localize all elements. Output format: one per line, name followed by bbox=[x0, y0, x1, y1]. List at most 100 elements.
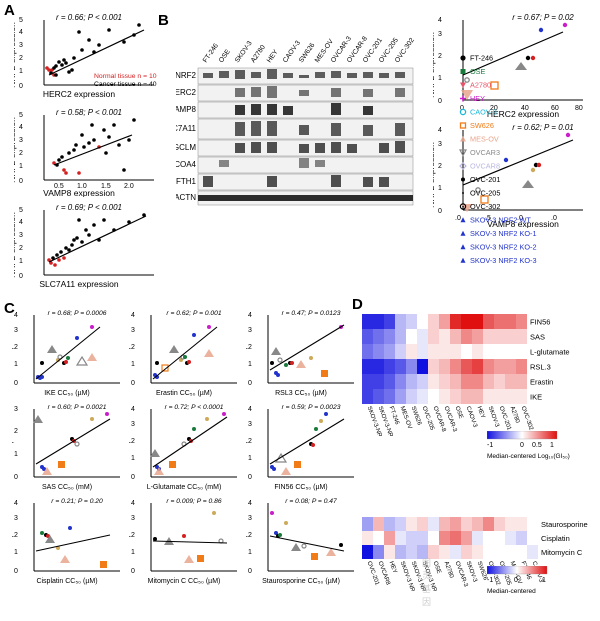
heatmap-cell[interactable] bbox=[373, 517, 384, 531]
heatmap-cell[interactable] bbox=[494, 329, 505, 344]
heatmap-cell[interactable] bbox=[483, 389, 494, 404]
heatmap-top-cells[interactable] bbox=[362, 314, 527, 404]
heatmap-cell[interactable] bbox=[516, 314, 527, 329]
heatmap-top[interactable]: FIN56 SAS L-glutamate RSL.3 Erastin IKE SKOV-… bbox=[352, 306, 600, 436]
legend-item-ovc-205[interactable]: OVC-205 bbox=[462, 189, 500, 198]
heatmap-cell[interactable] bbox=[395, 329, 406, 344]
heatmap-cell[interactable] bbox=[384, 545, 395, 559]
heatmap-cell[interactable] bbox=[417, 389, 428, 404]
heatmap-cell[interactable] bbox=[461, 389, 472, 404]
heatmap-cell[interactable] bbox=[439, 359, 450, 374]
legend-item-mes-ov[interactable]: MES-OV bbox=[460, 135, 499, 144]
heatmap-cell[interactable] bbox=[362, 344, 373, 359]
heatmap-cell[interactable] bbox=[384, 531, 395, 545]
legend-item-skov-3-nrf2-wt[interactable]: SKOV-3 NRF2 WT bbox=[461, 216, 532, 225]
heatmap-cell[interactable] bbox=[472, 359, 483, 374]
heatmap-cell[interactable] bbox=[483, 531, 494, 545]
heatmap-cell[interactable] bbox=[362, 374, 373, 389]
heatmap-cell[interactable] bbox=[472, 389, 483, 404]
heatmap-cell[interactable] bbox=[406, 545, 417, 559]
heatmap-cell[interactable] bbox=[505, 517, 516, 531]
heatmap-cell[interactable] bbox=[450, 359, 461, 374]
scatter-c9[interactable]: r = 0.08; P = 0.47 NRF2 expression 0 1 2… bbox=[246, 493, 361, 585]
heatmap-cell[interactable] bbox=[494, 389, 505, 404]
heatmap-cell[interactable] bbox=[516, 531, 527, 545]
heatmap-cell[interactable] bbox=[472, 329, 483, 344]
heatmap-cell[interactable] bbox=[483, 359, 494, 374]
heatmap-cell[interactable] bbox=[395, 374, 406, 389]
heatmap-cell[interactable] bbox=[494, 517, 505, 531]
heatmap-cell[interactable] bbox=[384, 314, 395, 329]
heatmap-cell[interactable] bbox=[494, 545, 505, 559]
scatter-c8[interactable]: r = 0.009; P = 0.86 NRF2 expression 0 1 … bbox=[129, 493, 244, 585]
legend-item-skov-3-nrf2-ko-3[interactable]: SKOV-3 NRF2 KO-3 bbox=[461, 256, 537, 265]
heatmap-cell[interactable] bbox=[516, 344, 527, 359]
heatmap-cell[interactable] bbox=[384, 344, 395, 359]
heatmap-cell[interactable] bbox=[395, 389, 406, 404]
heatmap-cell[interactable] bbox=[384, 329, 395, 344]
heatmap-cell[interactable] bbox=[406, 389, 417, 404]
heatmap-cell[interactable] bbox=[395, 531, 406, 545]
scatter-c7[interactable]: r = 0.21; P = 0.20 NRF2 expression 0 1 2… bbox=[12, 493, 127, 585]
heatmap-cell[interactable] bbox=[406, 344, 417, 359]
heatmap-cell[interactable] bbox=[450, 389, 461, 404]
heatmap-cell[interactable] bbox=[439, 374, 450, 389]
heatmap-cell[interactable] bbox=[516, 329, 527, 344]
legend-item-ose[interactable]: OSE bbox=[461, 67, 486, 76]
heatmap-cell[interactable] bbox=[461, 545, 472, 559]
heatmap-cell[interactable] bbox=[406, 517, 417, 531]
heatmap-cell[interactable] bbox=[417, 314, 428, 329]
heatmap-cell[interactable] bbox=[428, 389, 439, 404]
heatmap-cell[interactable] bbox=[450, 531, 461, 545]
heatmap-cell[interactable] bbox=[417, 329, 428, 344]
heatmap-cell[interactable] bbox=[516, 359, 527, 374]
heatmap-cell[interactable] bbox=[483, 314, 494, 329]
legend-item-ovc-201[interactable]: OVC-201 bbox=[461, 175, 500, 184]
heatmap-cell[interactable] bbox=[472, 344, 483, 359]
heatmap-cell[interactable] bbox=[373, 344, 384, 359]
scatter-c4[interactable]: r = 0.60; P = 0.0021 NRF2 expression 0 1… bbox=[12, 399, 127, 491]
heatmap-cell[interactable] bbox=[472, 374, 483, 389]
scatter-c2[interactable]: r = 0.62; P = 0.001 NRF2 expression 0 1 … bbox=[129, 305, 244, 397]
legend-item-a2780[interactable]: A2780 bbox=[460, 81, 491, 90]
heatmap-cell[interactable] bbox=[406, 329, 417, 344]
legend-item-ft-246[interactable]: FT-246 bbox=[460, 54, 493, 63]
heatmap-cell[interactable] bbox=[505, 344, 516, 359]
heatmap-cell[interactable] bbox=[395, 344, 406, 359]
heatmap-cell[interactable] bbox=[428, 329, 439, 344]
heatmap-cell[interactable] bbox=[461, 329, 472, 344]
heatmap-cell[interactable] bbox=[527, 545, 538, 559]
heatmap-cell[interactable] bbox=[516, 545, 527, 559]
heatmap-cell[interactable] bbox=[439, 329, 450, 344]
heatmap-cell[interactable] bbox=[428, 344, 439, 359]
heatmap-cell[interactable] bbox=[428, 517, 439, 531]
heatmap-cell[interactable] bbox=[428, 359, 439, 374]
heatmap-cell[interactable] bbox=[494, 344, 505, 359]
heatmap-cell[interactable] bbox=[395, 359, 406, 374]
heatmap-cell[interactable] bbox=[516, 374, 527, 389]
heatmap-cell[interactable] bbox=[483, 374, 494, 389]
heatmap-cell[interactable] bbox=[439, 314, 450, 329]
heatmap-cell[interactable] bbox=[516, 389, 527, 404]
heatmap-cell[interactable] bbox=[362, 314, 373, 329]
legend-item-sw626[interactable]: SW626 bbox=[461, 121, 494, 130]
legend-item-ovcar8[interactable]: OVCAR8 bbox=[460, 162, 500, 171]
scatter-a1[interactable]: r = 0.66; P < 0.001 NRF2 expression 0 1 … bbox=[14, 10, 164, 102]
heatmap-cell[interactable] bbox=[472, 531, 483, 545]
heatmap-cell[interactable] bbox=[362, 329, 373, 344]
heatmap-cell[interactable] bbox=[494, 374, 505, 389]
heatmap-cell[interactable] bbox=[461, 359, 472, 374]
heatmap-cell[interactable] bbox=[461, 531, 472, 545]
scatter-a3[interactable]: r = 0.69; P < 0.001 NRF2 expression 0 1 … bbox=[14, 200, 164, 292]
heatmap-cell[interactable] bbox=[373, 389, 384, 404]
heatmap-bottom-cells[interactable] bbox=[362, 517, 538, 559]
heatmap-cell[interactable] bbox=[505, 329, 516, 344]
scatter-c5[interactable]: r = 0.72; P < 0.0001 NRF2 expression 0 1… bbox=[129, 399, 244, 491]
heatmap-cell[interactable] bbox=[417, 517, 428, 531]
scatter-a2[interactable]: r = 0.58; P < 0.001 NRF2 expression 0 1 … bbox=[14, 105, 164, 197]
heatmap-cell[interactable] bbox=[373, 545, 384, 559]
heatmap-cell[interactable] bbox=[505, 531, 516, 545]
heatmap-cell[interactable] bbox=[406, 314, 417, 329]
heatmap-cell[interactable] bbox=[362, 517, 373, 531]
heatmap-cell[interactable] bbox=[417, 359, 428, 374]
